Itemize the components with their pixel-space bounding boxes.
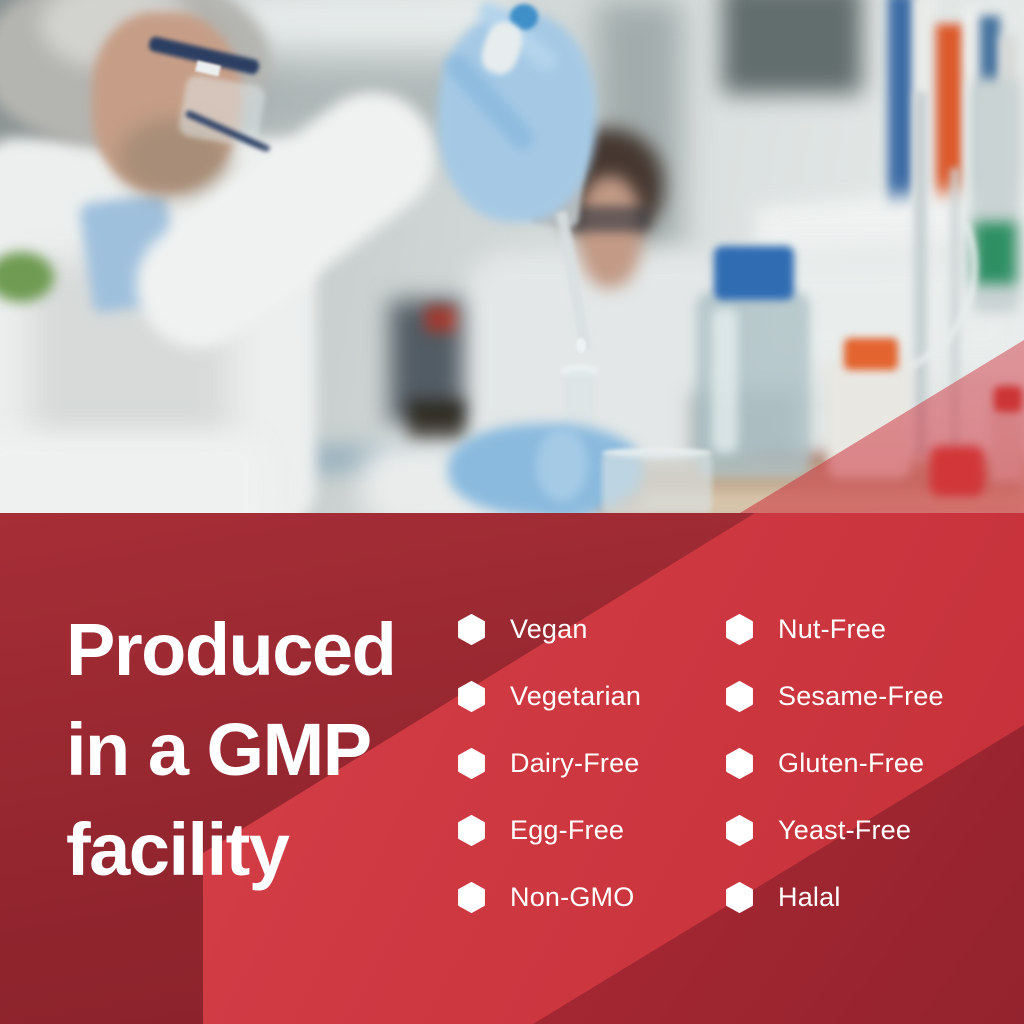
hexagon-bullet-icon [458,748,485,779]
beaker [602,452,712,513]
glass-bottle-highlight [712,308,738,453]
feature-item: Gluten-Free [726,730,944,797]
feature-item: Vegan [458,596,641,663]
lab-coat-shoulder [0,430,270,513]
feature-label: Vegan [510,614,588,644]
equipment-red-detail [425,306,459,332]
feature-item: Sesame-Free [726,663,944,730]
jug-orange-cap [844,338,898,370]
feature-label: Yeast-Free [778,815,912,845]
feature-item: Dairy-Free [458,730,641,797]
red-band: Produced in a GMP facility Vegan Vegetar… [0,513,1024,1024]
shelf-binder-blue [888,0,914,216]
feature-list-left: Vegan Vegetarian Dairy-Free Egg-Free Non… [458,596,641,931]
feature-label: Dairy-Free [510,748,640,778]
hexagon-bullet-icon [458,614,485,645]
dark-cabinet [722,0,862,94]
feature-label: Halal [778,882,841,912]
feature-item: Nut-Free [726,596,944,663]
feature-item: Non-GMO [458,864,641,931]
scientist2-safety-glasses [570,206,650,232]
hexagon-bullet-icon [726,748,753,779]
feature-item: Egg-Free [458,797,641,864]
feature-label: Gluten-Free [778,748,925,778]
headline-line: facility [66,808,290,891]
feature-label: Vegetarian [510,681,642,711]
feature-list-right: Nut-Free Sesame-Free Gluten-Free Yeast-F… [726,596,944,931]
glove-thumb [536,428,588,502]
feature-label: Sesame-Free [778,681,944,711]
hexagon-bullet-icon [726,882,753,913]
headline-line: Produced [66,608,397,691]
page-title: Produced in a GMP facility [66,600,397,900]
burette [914,92,927,457]
feature-item: Yeast-Free [726,797,944,864]
feature-label: Egg-Free [510,815,625,845]
hexagon-bullet-icon [726,815,753,846]
scientist2-face [578,176,642,288]
hexagon-bullet-icon [458,815,485,846]
hexagon-bullet-icon [458,882,485,913]
bottle-blue-cap [714,246,794,300]
lab-photo [0,0,1024,513]
feature-item: Vegetarian [458,663,641,730]
dark-equipment [408,400,464,444]
cylinder-green-label [974,222,1016,284]
hexagon-bullet-icon [726,614,753,645]
hexagon-bullet-icon [726,681,753,712]
green-plant [0,252,54,302]
burette [950,168,960,460]
hexagon-bullet-icon [458,681,485,712]
headline-line: in a GMP [66,708,372,791]
liquid-droplet [576,338,586,353]
feature-label: Non-GMO [510,882,635,912]
feature-label: Nut-Free [778,614,887,644]
feature-item: Halal [726,864,944,931]
